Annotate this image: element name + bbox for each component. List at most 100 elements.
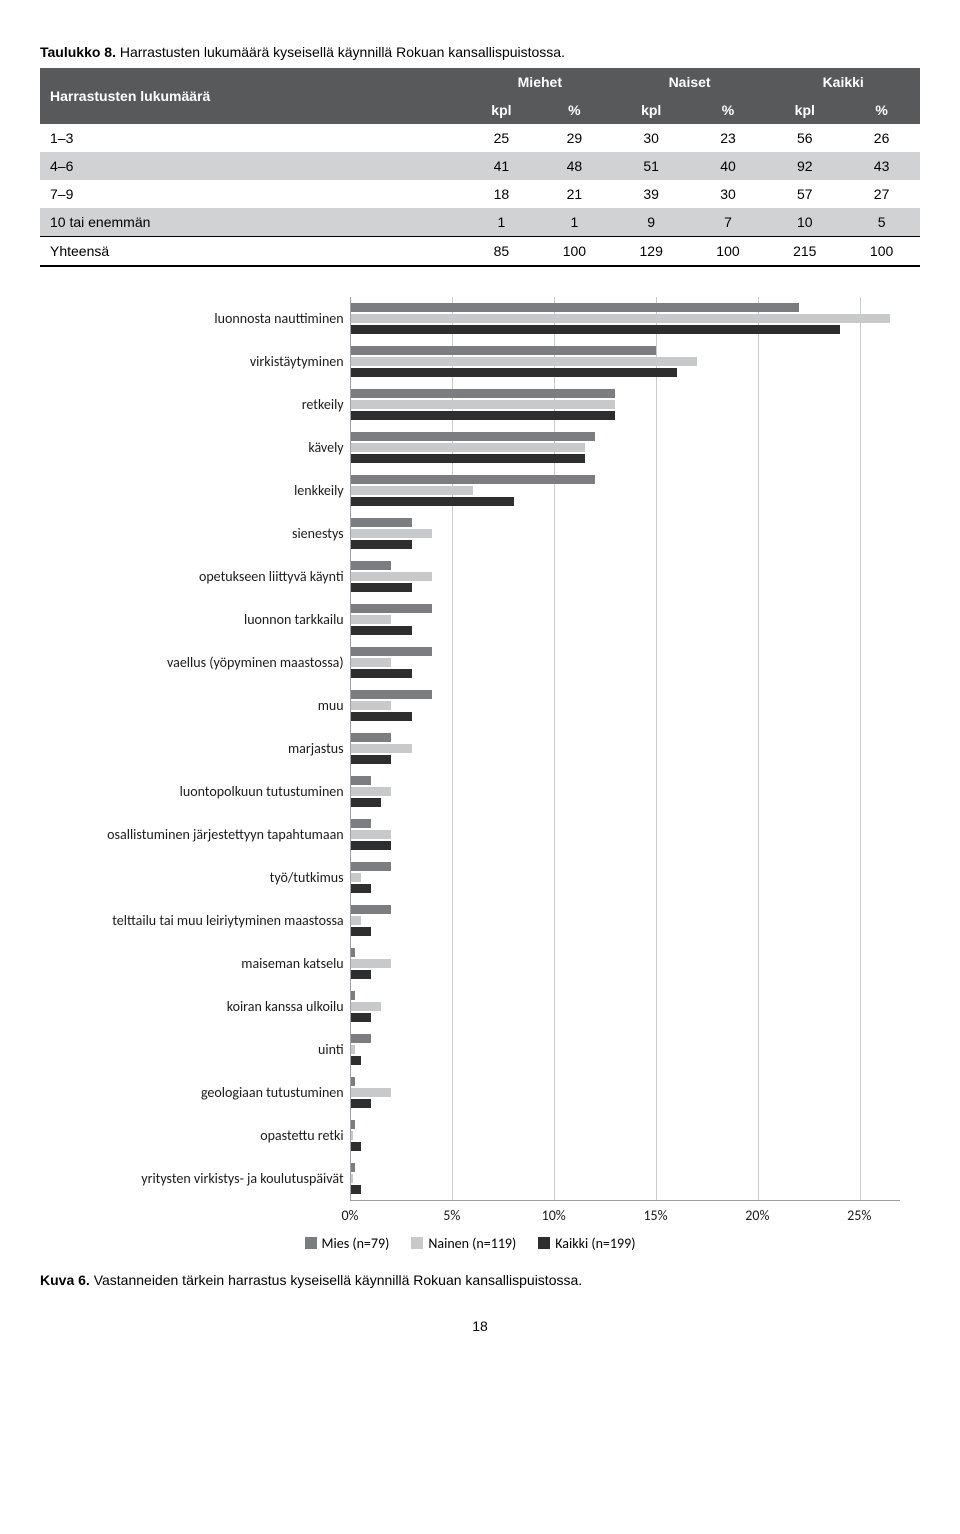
chart-bar <box>351 916 361 925</box>
chart-category-label: maiseman katselu <box>40 942 350 985</box>
table-cell: 57 <box>766 180 843 208</box>
chart-bar <box>351 475 595 484</box>
chart-bar-group <box>351 297 900 340</box>
figure-caption: Kuva 6. Vastanneiden tärkein harrastus k… <box>40 1272 920 1288</box>
chart-bar-group <box>351 512 900 555</box>
table-row-label: 4–6 <box>40 152 467 180</box>
table-sub-header: kpl <box>766 96 843 124</box>
chart-bar <box>351 346 657 355</box>
chart-bar-group <box>351 899 900 942</box>
table-cell: 215 <box>766 237 843 267</box>
table-cell: 7 <box>690 208 767 237</box>
chart-bar-group <box>351 1114 900 1157</box>
chart-plot-area <box>350 297 900 1201</box>
chart-bar <box>351 1088 392 1097</box>
chart-bar <box>351 400 616 409</box>
chart-bar <box>351 658 392 667</box>
chart-category-label: geologiaan tutustuminen <box>40 1071 350 1114</box>
chart-x-axis: 0%5%10%15%20%25% <box>350 1201 900 1229</box>
chart-legend-item: Nainen (n=119) <box>411 1235 516 1252</box>
chart-bar <box>351 561 392 570</box>
chart-bar <box>351 314 891 323</box>
table-header-rowspan: Harrastusten lukumäärä <box>40 68 467 124</box>
chart-bar-group <box>351 1071 900 1114</box>
chart-category-label: vaellus (yöpyminen maastossa) <box>40 641 350 684</box>
table-sub-header: % <box>843 96 920 124</box>
chart-bar <box>351 970 371 979</box>
table-cell: 1 <box>536 208 613 237</box>
table-body: 1–32529302356264–64148514092437–91821393… <box>40 124 920 266</box>
table-cell: 92 <box>766 152 843 180</box>
table-cell: 100 <box>843 237 920 267</box>
table-sub-header: kpl <box>467 96 536 124</box>
chart-bar <box>351 626 412 635</box>
chart-bar-group <box>351 942 900 985</box>
chart-category-label: opetukseen liittyvä käynti <box>40 555 350 598</box>
table-cell: 27 <box>843 180 920 208</box>
table-cell: 29 <box>536 124 613 152</box>
chart-legend-swatch <box>538 1237 550 1249</box>
chart-bar <box>351 755 392 764</box>
chart-category-label: sienestys <box>40 512 350 555</box>
chart-category-label: lenkkeily <box>40 469 350 512</box>
table-cell: 23 <box>690 124 767 152</box>
chart-category-label: osallistuminen järjestettyyn tapahtumaan <box>40 813 350 856</box>
table-head: Harrastusten lukumääräMiehetNaisetKaikki… <box>40 68 920 124</box>
chart-bar <box>351 787 392 796</box>
chart-bar <box>351 830 392 839</box>
chart-bar <box>351 486 473 495</box>
table-cell: 100 <box>536 237 613 267</box>
chart-bar <box>351 841 392 850</box>
chart-bar-group <box>351 555 900 598</box>
chart-x-tick: 10% <box>542 1207 566 1224</box>
table-cell: 85 <box>467 237 536 267</box>
chart-category-label: telttailu tai muu leiriytyminen maastoss… <box>40 899 350 942</box>
table-caption-bold: Taulukko 8. <box>40 44 116 60</box>
chart-bar <box>351 819 371 828</box>
chart-bar-group <box>351 813 900 856</box>
table-cell: 18 <box>467 180 536 208</box>
table-cell: 100 <box>690 237 767 267</box>
chart-bar <box>351 583 412 592</box>
chart-category-label: luonnon tarkkailu <box>40 598 350 641</box>
table-group-header: Naiset <box>613 68 767 96</box>
table-cell: 30 <box>690 180 767 208</box>
chart-bar-group <box>351 426 900 469</box>
chart-bar <box>351 454 585 463</box>
chart-bar-group <box>351 641 900 684</box>
chart-category-label: muu <box>40 684 350 727</box>
table-row-label: 1–3 <box>40 124 467 152</box>
chart-bar <box>351 1120 355 1129</box>
table-row: 4–6414851409243 <box>40 152 920 180</box>
figure-caption-rest: Vastanneiden tärkein harrastus kyseisell… <box>90 1272 582 1288</box>
table-cell: 26 <box>843 124 920 152</box>
chart-bar <box>351 959 392 968</box>
chart-bar <box>351 1142 361 1151</box>
chart-bar-group <box>351 598 900 641</box>
chart-bar <box>351 873 361 882</box>
chart-bar <box>351 572 432 581</box>
chart-bar <box>351 615 392 624</box>
chart-legend-label: Nainen (n=119) <box>428 1235 516 1252</box>
table-group-header: Miehet <box>467 68 613 96</box>
chart-bar <box>351 1099 371 1108</box>
table-cell: 10 <box>766 208 843 237</box>
chart-bar <box>351 1131 353 1140</box>
chart-bar <box>351 862 392 871</box>
chart-bar <box>351 540 412 549</box>
table-row: Yhteensä85100129100215100 <box>40 237 920 267</box>
table-sub-header: % <box>690 96 767 124</box>
chart-bar <box>351 518 412 527</box>
chart-bar <box>351 389 616 398</box>
chart-bar <box>351 604 432 613</box>
table-sub-header: % <box>536 96 613 124</box>
bar-chart: luonnosta nauttiminenvirkistäytyminenret… <box>40 297 900 1252</box>
chart-category-label: kävely <box>40 426 350 469</box>
chart-bar <box>351 411 616 420</box>
chart-bar <box>351 948 355 957</box>
table-cell: 30 <box>613 124 690 152</box>
chart-legend-label: Kaikki (n=199) <box>555 1235 635 1252</box>
table-row-label: 7–9 <box>40 180 467 208</box>
chart-x-tick: 5% <box>443 1207 460 1224</box>
chart-category-labels: luonnosta nauttiminenvirkistäytyminenret… <box>40 297 350 1201</box>
